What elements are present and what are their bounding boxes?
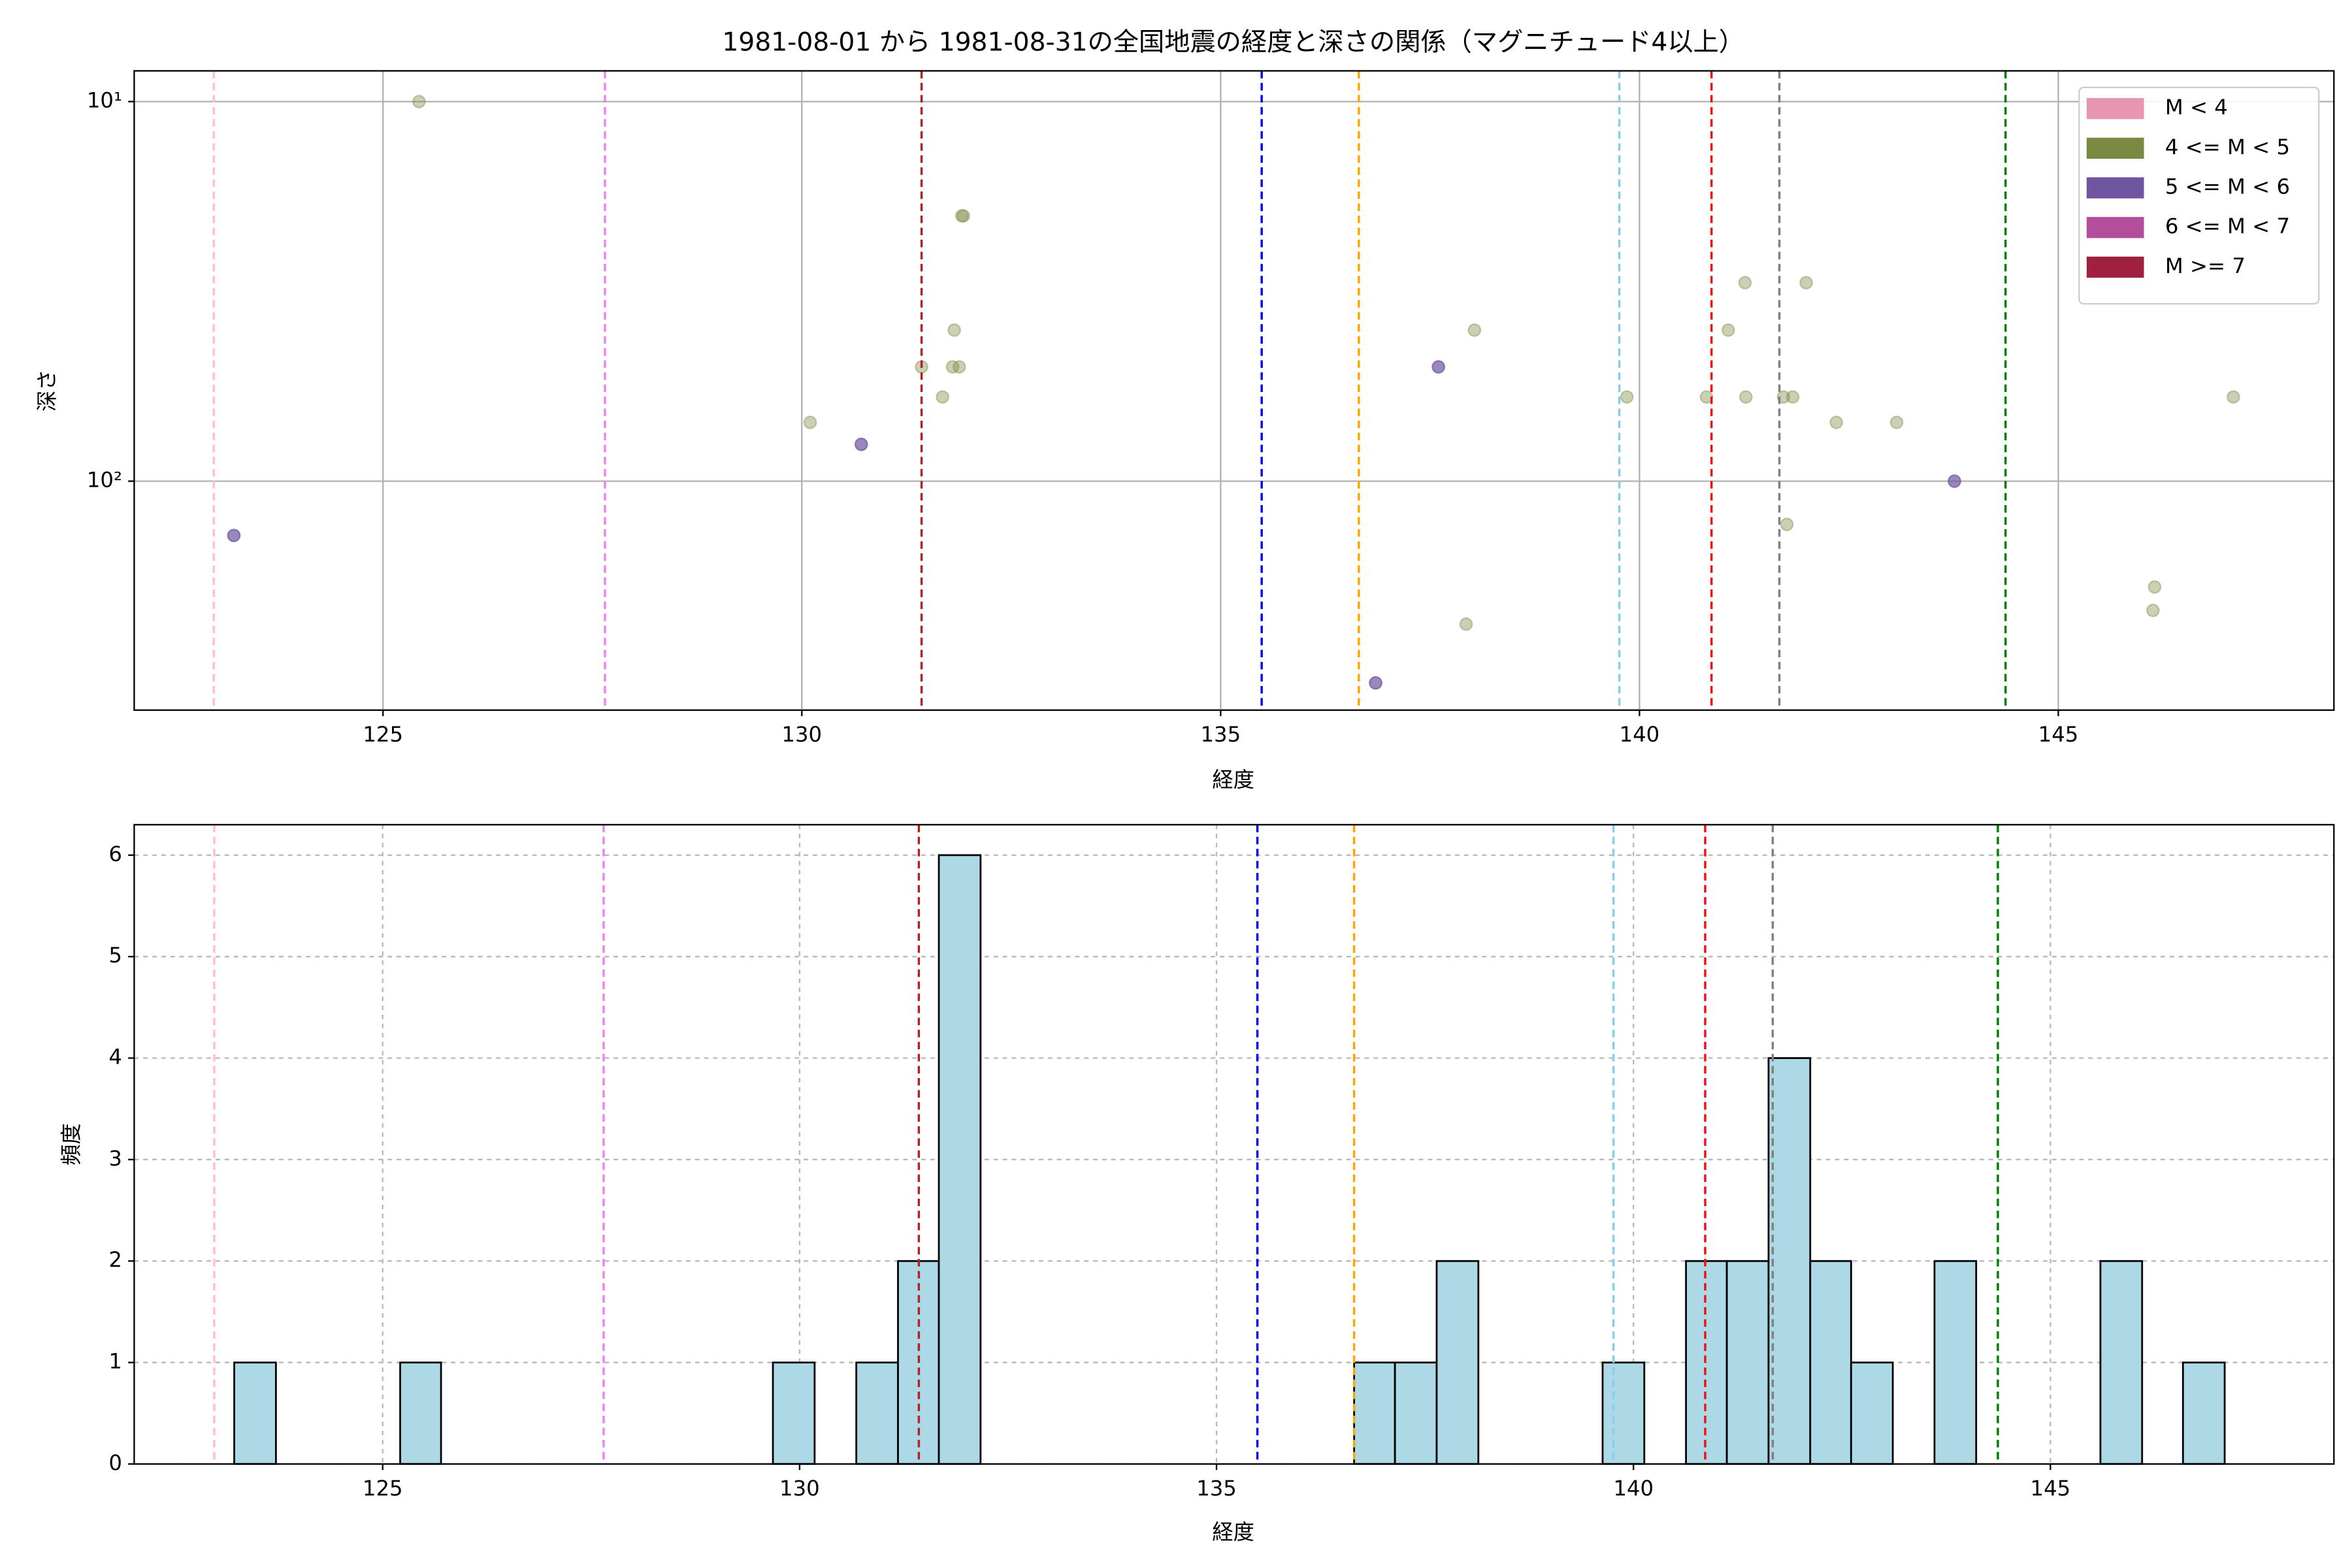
data-point [1786,390,1800,404]
x-tick-label: 125 [363,1476,403,1501]
legend-swatch [2086,256,2144,278]
histogram-bar [1809,1260,1852,1465]
data-point [1799,276,1813,290]
legend-label: M < 4 [2165,95,2228,120]
data-point [1459,617,1473,631]
data-point [412,95,426,108]
data-point [1738,276,1752,290]
y-tick-label: 4 [108,1045,122,1070]
histogram-bar [1601,1362,1646,1465]
data-point [803,416,817,429]
legend-label: M >= 7 [2165,253,2246,278]
y-tick-label: 5 [108,943,122,968]
histogram-bar [2181,1362,2226,1465]
x-tick-label: 125 [363,722,403,747]
data-point [1721,323,1735,337]
data-point [955,208,969,223]
x-tick-label: 145 [2038,722,2079,747]
data-point [2148,580,2162,594]
x-axis-label: 経度 [1212,1520,1254,1544]
histogram-bar [1394,1362,1438,1465]
histogram-bar [1353,1362,1396,1465]
legend-label: 5 <= M < 6 [2165,174,2290,199]
data-point [936,390,950,404]
x-axis-label: 経度 [1212,767,1254,792]
data-point [227,529,241,542]
histogram-bar [1933,1260,1978,1465]
y-tick-label: 10² [87,467,122,492]
y-tick-label: 10¹ [87,88,122,112]
data-point [1776,390,1791,404]
histogram-bar [772,1362,816,1465]
legend: M < 4 4 <= M < 5 5 <= M < 6 6 <= M < 7 M >= … [2078,86,2320,305]
histogram-bar [399,1362,442,1465]
data-point [1829,416,1844,429]
histogram-bar [855,1362,899,1465]
y-tick-label: 1 [108,1348,122,1373]
data-point [1739,390,1753,404]
legend-label: 6 <= M < 7 [2165,214,2290,238]
legend-swatch [2086,98,2144,120]
legend-swatch [2086,137,2144,159]
y-tick-label: 6 [108,841,122,866]
data-point [1948,474,1961,488]
histogram-bar [2099,1260,2144,1465]
x-tick-label: 140 [1613,1476,1654,1501]
histogram-bar [1725,1260,1770,1465]
data-point [1780,517,1794,532]
data-point [945,360,960,374]
axes-frame [133,824,2335,1465]
y-tick-label: 3 [108,1146,122,1171]
data-point [1620,390,1634,404]
histogram-bar [1435,1260,1480,1465]
data-point [854,437,868,451]
x-tick-label: 145 [2031,1476,2071,1501]
histogram-bar [233,1362,277,1465]
chart-title: 1981-08-01 から 1981-08-31の全国地震の経度と深さの関係（マ… [722,27,1744,57]
x-tick-label: 130 [781,722,822,747]
data-point [2146,603,2160,617]
data-point [1467,323,1482,337]
x-tick-label: 135 [1196,1476,1237,1501]
x-tick-label: 130 [779,1476,820,1501]
legend-swatch [2086,217,2144,238]
data-point [947,323,961,337]
x-tick-label: 135 [1201,722,1241,747]
legend-swatch [2086,177,2144,199]
data-point [2227,390,2240,404]
x-tick-label: 140 [1620,722,1660,747]
y-tick-label: 0 [108,1450,122,1475]
histogram-bar [1850,1362,1894,1465]
data-point [956,208,971,223]
data-point [1369,676,1382,690]
histogram-bar [1685,1260,1728,1465]
data-point [1889,416,1904,429]
y-axis-label: 深さ [35,369,59,412]
data-point [952,360,966,374]
legend-label: 4 <= M < 5 [2165,135,2290,159]
y-axis-label: 頻度 [59,1123,84,1166]
y-tick-label: 2 [108,1247,122,1272]
data-point [1431,360,1446,374]
histogram-bar [1767,1057,1812,1465]
axes-frame [133,70,2335,711]
histogram-bar [938,854,982,1465]
